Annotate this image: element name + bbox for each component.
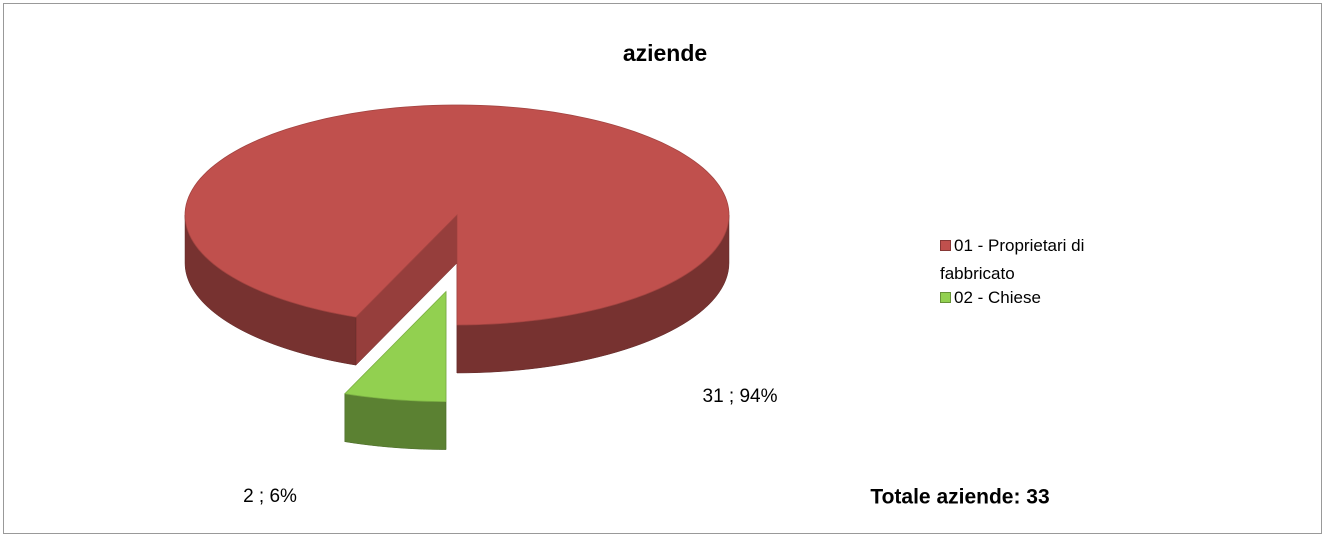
legend-label: 02 - Chiese: [954, 288, 1041, 307]
slice-side: [344, 393, 447, 450]
pie: [184, 104, 730, 450]
chart-border: [3, 3, 1322, 534]
legend-item: 02 - Chiese: [940, 284, 1140, 312]
legend-item: 01 - Proprietari di fabbricato: [940, 232, 1140, 288]
slice: [184, 104, 730, 326]
legend-label: 01 - Proprietari di fabbricato: [940, 236, 1085, 283]
legend-swatch: [940, 292, 951, 303]
legend-swatch: [940, 240, 951, 251]
chart-title: aziende: [623, 40, 707, 66]
data-label: 31 ; 94%: [703, 386, 778, 407]
annotation: Totale aziende: 33: [870, 486, 1049, 509]
slice: [344, 290, 447, 402]
data-label: 2 ; 6%: [243, 486, 297, 507]
